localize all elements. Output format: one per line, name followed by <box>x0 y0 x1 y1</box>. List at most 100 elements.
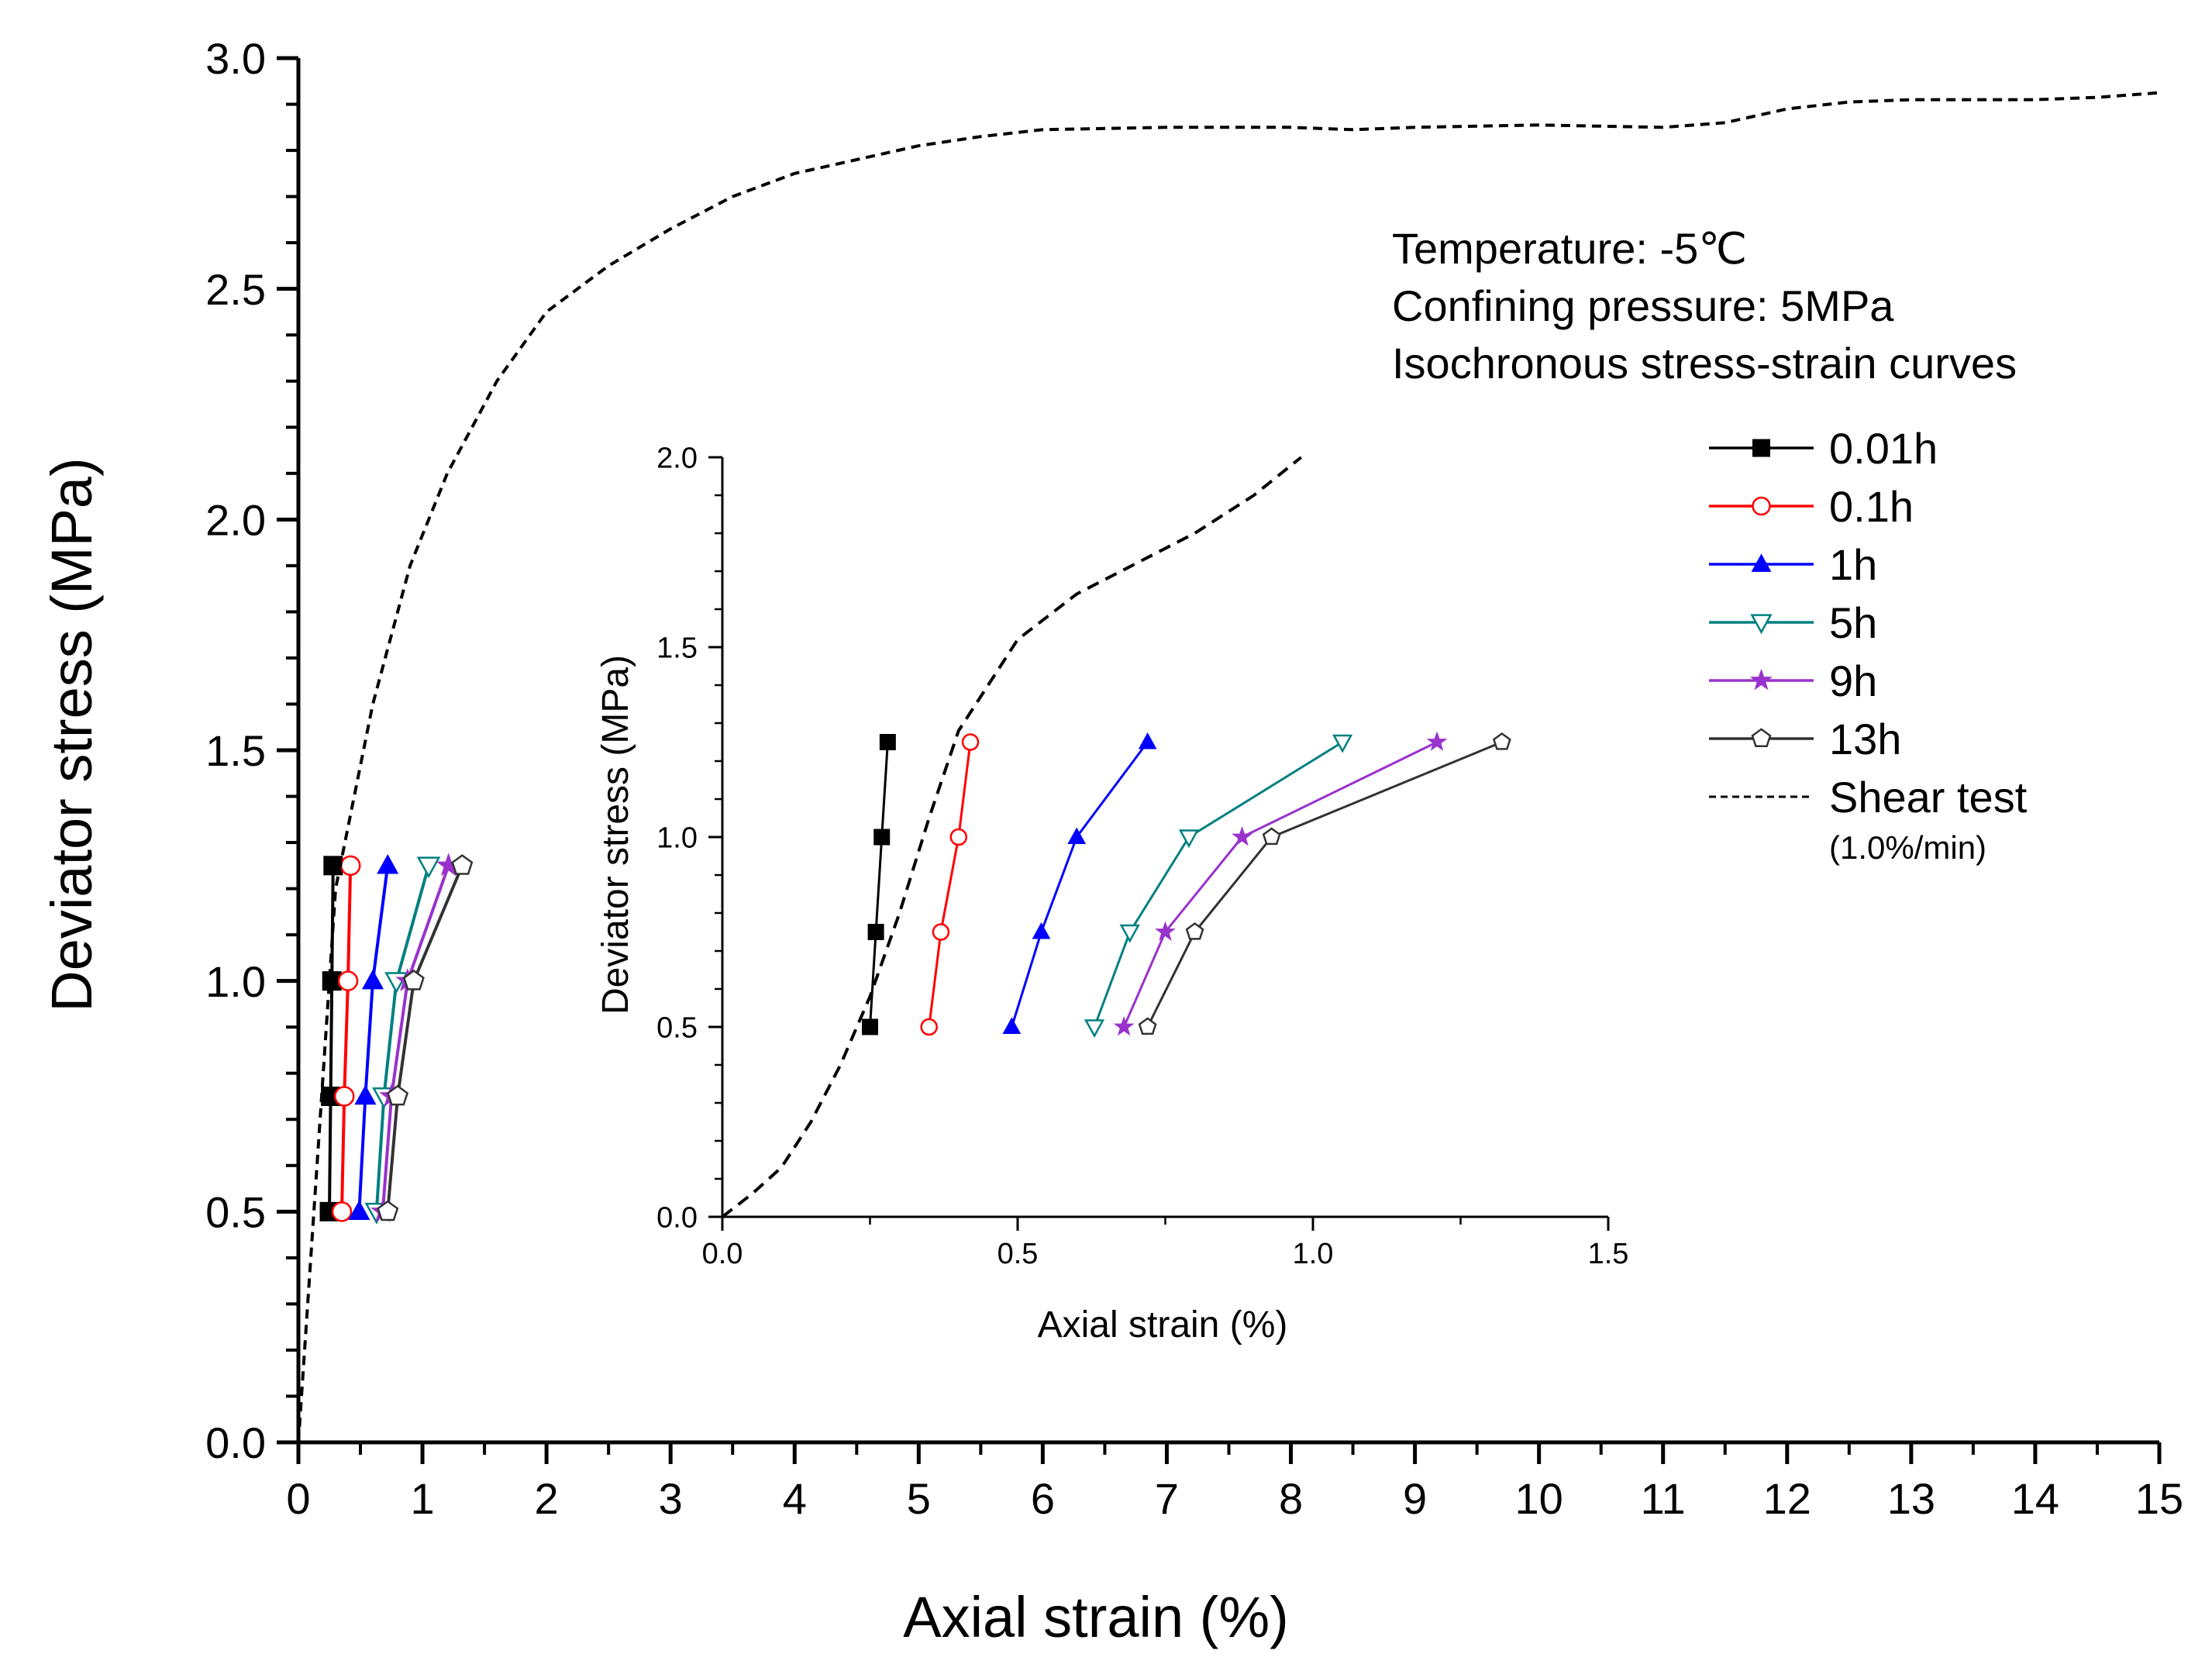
main-tick-labels: 0 1 2 3 4 5 6 7 8 9 10 11 12 13 14 150.00.51.01.52.02.5… <box>205 34 2183 1523</box>
inset-x-tick-label: 0.0 <box>702 1238 743 1270</box>
main-x-tick-label: 13 <box>1887 1474 1935 1523</box>
legend-item-0-1h: 0.1h <box>1709 482 1914 531</box>
main-data-point <box>377 853 399 874</box>
main-series-1h <box>348 853 399 1221</box>
inset-data-point <box>1332 734 1353 753</box>
main-series-line <box>357 865 390 1212</box>
inset-series-line <box>869 742 889 1028</box>
legend-item-13h: 13h <box>1709 715 1901 763</box>
inset-data-point <box>1185 922 1204 940</box>
inset-data-point <box>879 734 896 750</box>
inset-series-line <box>1093 741 1343 1028</box>
inset-x-tick-label: 1.5 <box>1588 1238 1629 1270</box>
inset-series <box>721 456 1511 1218</box>
inset-series-line <box>1122 741 1438 1028</box>
main-data-point <box>354 1084 377 1105</box>
inset-data-point <box>1119 924 1140 943</box>
inset-series-line <box>721 456 1303 1218</box>
inset-y-axis-label: Deviator stress (MPa) <box>595 655 636 1015</box>
legend-item-5h: 5h <box>1709 598 1877 647</box>
main-x-tick-label: 15 <box>2135 1474 2183 1523</box>
inset-data-point <box>1232 825 1252 846</box>
inset-y-tick-label: 1.5 <box>656 632 698 665</box>
inset-series-0-1h <box>920 733 980 1036</box>
main-data-point <box>337 970 359 991</box>
legend-sublabel: (1.0%/min) <box>1829 829 1986 866</box>
inset-x-axis-label: Axial strain (%) <box>1038 1304 1288 1345</box>
main-x-tick-label: 8 <box>1279 1474 1303 1523</box>
main-axes <box>277 56 2162 1464</box>
annotation-isochronous: Isochronous stress-strain curves <box>1392 339 2017 388</box>
inset-data-point <box>873 829 891 846</box>
main-data-point <box>402 969 425 991</box>
main-series <box>297 91 2160 1443</box>
main-data-point <box>387 1084 409 1106</box>
main-data-point <box>361 969 384 990</box>
inset-data-point <box>867 924 884 940</box>
legend-marker <box>1750 614 1773 635</box>
main-x-tick-label: 5 <box>907 1474 931 1523</box>
main-x-tick-label: 11 <box>1641 1474 1686 1523</box>
main-x-tick-label: 6 <box>1031 1474 1055 1523</box>
inset-y-tick-label: 0.0 <box>656 1202 698 1235</box>
main-series-13h <box>377 854 474 1221</box>
main-series-line <box>374 865 431 1212</box>
inset-data-point <box>862 1018 878 1035</box>
legend: 0.01h 0.1h 1h 5h 9h 13h Shear test (1.0%/min) <box>1709 424 2028 866</box>
main-y-tick-label: 2.0 <box>205 495 266 544</box>
legend-marker <box>1749 668 1773 691</box>
main-data-point <box>416 856 441 879</box>
main-y-tick-label: 2.5 <box>205 265 266 314</box>
main-plot: 0 1 2 3 4 5 6 7 8 9 10 11 12 13 14 150.00.51.01.52.02.5… <box>40 34 2183 1649</box>
main-x-tick-label: 2 <box>535 1474 559 1523</box>
main-x-tick-label: 10 <box>1515 1474 1563 1523</box>
inset-data-point <box>1138 1017 1157 1035</box>
inset-data-point <box>1138 732 1157 749</box>
legend-item-1h: 1h <box>1709 540 1877 589</box>
main-x-tick-label: 3 <box>659 1474 683 1523</box>
legend-marker <box>1751 553 1772 572</box>
legend-label: 1h <box>1829 540 1877 589</box>
main-series-0-1h <box>331 855 361 1222</box>
inset-axes <box>708 456 1610 1231</box>
legend-item-0-01h: 0.01h <box>1709 424 1938 473</box>
inset-data-point <box>932 923 950 941</box>
inset-data-point <box>949 828 968 846</box>
inset-y-tick-label: 0.5 <box>656 1012 698 1045</box>
main-y-tick-label: 3.0 <box>205 34 266 83</box>
legend-label: 0.01h <box>1829 424 1938 473</box>
main-x-tick-label: 1 <box>410 1474 434 1523</box>
inset-data-point <box>961 733 980 751</box>
legend-label: 9h <box>1829 656 1877 705</box>
inset-y-tick-label: 1.0 <box>656 822 698 855</box>
main-data-point <box>377 1200 399 1221</box>
main-data-point <box>348 1200 370 1221</box>
main-data-point <box>331 1201 353 1222</box>
main-series-line <box>340 865 353 1212</box>
legend-marker <box>1752 496 1771 516</box>
inset-data-point <box>1032 922 1051 939</box>
main-x-tick-label: 4 <box>783 1474 807 1523</box>
main-x-tick-label: 12 <box>1763 1474 1811 1523</box>
main-data-point <box>451 854 474 875</box>
inset-series-5h <box>1084 734 1353 1039</box>
legend-label: Shear test <box>1829 773 2028 822</box>
inset-data-point <box>920 1018 938 1036</box>
main-x-tick-label: 0 <box>286 1474 310 1523</box>
inset-tick-labels: 0.0 0.5 1.0 1.5 0.0 0.5 1.0 1.5 2.0 <box>656 443 1628 1270</box>
main-data-point <box>333 1086 355 1107</box>
inset-data-point <box>1155 921 1176 941</box>
main-y-tick-label: 1.5 <box>205 726 266 775</box>
main-data-point <box>339 855 361 877</box>
inset-series-1h <box>1002 732 1157 1034</box>
inset-data-point <box>1178 829 1200 849</box>
inset-data-point <box>1113 1015 1135 1036</box>
main-series-line <box>297 91 2160 1443</box>
inset-data-point <box>1002 1017 1022 1034</box>
inset-series-9h <box>1113 731 1448 1036</box>
inset-y-tick-label: 2.0 <box>656 443 698 475</box>
inset-data-point <box>1084 1019 1105 1039</box>
main-y-axis-label: Deviator stress (MPa) <box>40 457 104 1011</box>
inset-series-0-01h <box>862 734 896 1035</box>
